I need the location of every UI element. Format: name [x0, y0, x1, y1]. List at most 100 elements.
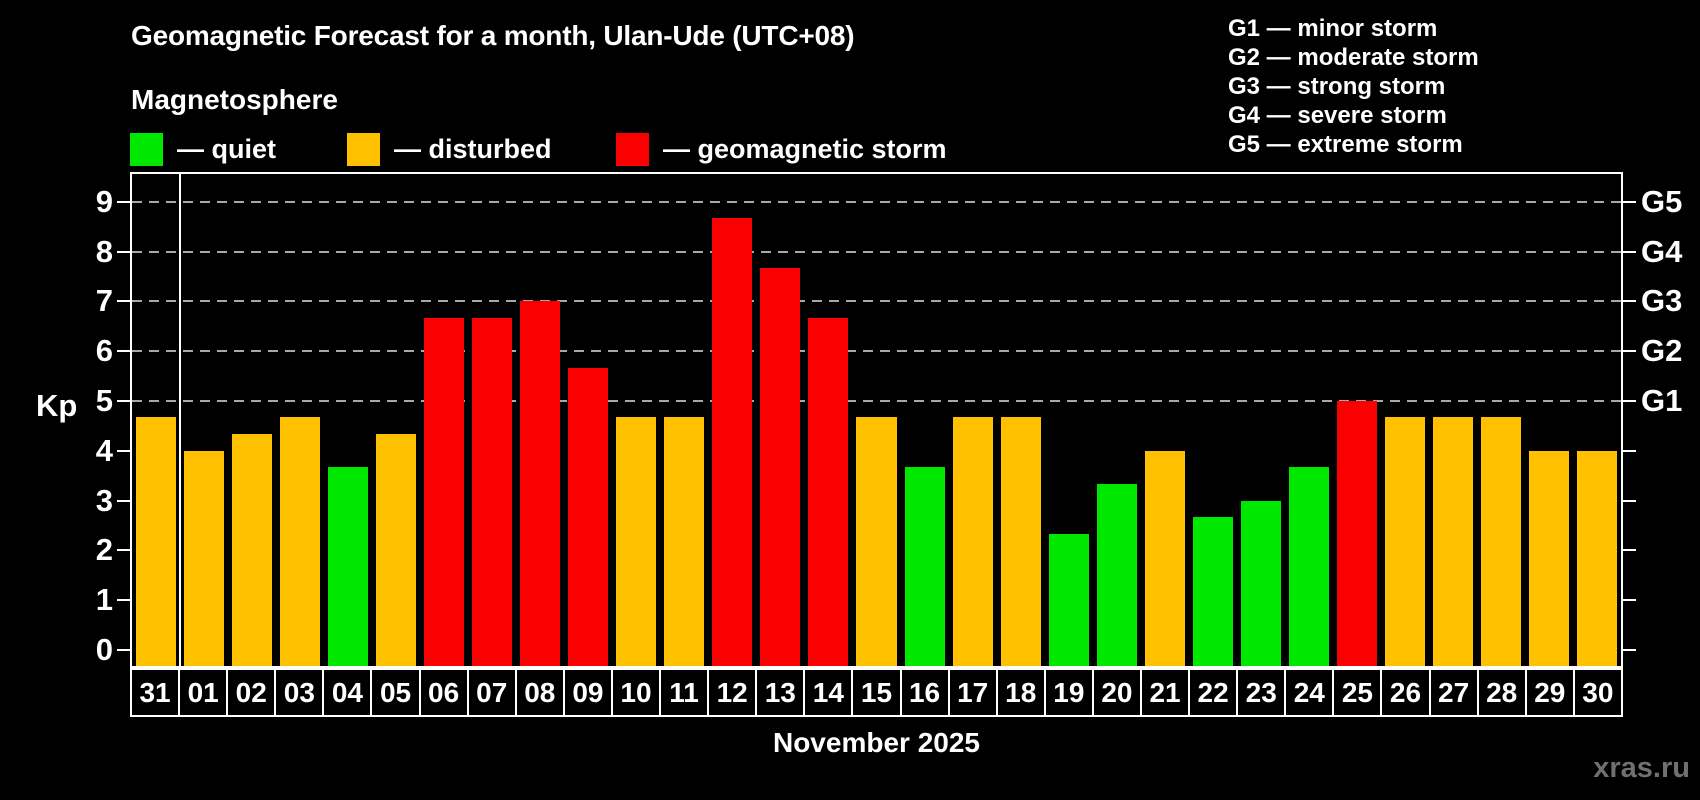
bar-day-11 [664, 417, 705, 666]
y-tick-right-3 [1623, 499, 1636, 502]
legend-label-storm: — geomagnetic storm [663, 133, 947, 164]
day-label-15: 15 [851, 668, 902, 717]
day-label-12: 12 [707, 668, 758, 717]
day-label-19: 19 [1043, 668, 1094, 717]
bar-day-31 [136, 417, 177, 666]
g-label-G5: G5 [1641, 183, 1683, 219]
bar-day-21 [1144, 450, 1185, 666]
day-label-23: 23 [1236, 668, 1287, 717]
day-label-10: 10 [610, 668, 662, 717]
g-label-G4: G4 [1641, 233, 1683, 269]
gridline-kp-5 [132, 400, 1621, 402]
bar-day-25 [1336, 401, 1377, 666]
legend-label-quiet: — quiet [177, 133, 276, 164]
gridline-kp-9 [132, 200, 1621, 203]
bar-day-18 [1000, 417, 1041, 666]
bar-day-30 [1576, 450, 1617, 666]
plot-area [130, 172, 1623, 668]
g-scale-line-1: G1 — minor storm [1228, 15, 1438, 42]
day-label-06: 06 [418, 668, 469, 717]
day-label-31: 31 [130, 668, 181, 717]
bar-day-09 [568, 367, 609, 666]
bar-day-20 [1096, 484, 1137, 666]
gridline-kp-6 [132, 350, 1621, 353]
day-label-11: 11 [659, 668, 710, 717]
day-label-29: 29 [1524, 668, 1575, 717]
bar-day-06 [424, 317, 465, 666]
legend-swatch-storm [616, 132, 649, 166]
day-label-13: 13 [755, 668, 806, 717]
y-tick-label-9: 9 [95, 183, 113, 219]
y-tick-label-2: 2 [95, 532, 113, 568]
y-tick-right-7 [1623, 300, 1636, 303]
day-label-22: 22 [1188, 668, 1239, 717]
bar-day-19 [1048, 533, 1089, 666]
day-label-01: 01 [178, 668, 229, 717]
g-scale-line-5: G5 — extreme storm [1228, 131, 1463, 158]
day-label-28: 28 [1476, 668, 1527, 717]
x-axis-title: November 2025 [772, 727, 980, 758]
bar-day-13 [760, 268, 801, 666]
g-label-G2: G2 [1641, 333, 1683, 369]
y-tick-label-0: 0 [95, 632, 113, 667]
y-tick-label-7: 7 [95, 283, 113, 319]
bar-day-12 [712, 218, 753, 666]
day-label-27: 27 [1428, 668, 1479, 717]
bar-day-29 [1528, 450, 1569, 666]
bar-day-15 [856, 417, 897, 666]
bar-day-07 [472, 317, 513, 666]
day-label-25: 25 [1332, 668, 1383, 717]
day-label-24: 24 [1284, 668, 1335, 717]
bar-day-22 [1192, 517, 1233, 666]
magnetosphere-label: Magnetosphere [131, 84, 338, 115]
bar-day-26 [1384, 417, 1425, 666]
bar-day-04 [328, 467, 369, 666]
y-tick-left-9 [117, 200, 130, 203]
y-tick-right-2 [1623, 549, 1636, 552]
g-scale-line-4: G4 — severe storm [1228, 102, 1447, 129]
y-tick-left-1 [117, 599, 130, 602]
month-separator [179, 174, 182, 666]
y-tick-left-6 [117, 350, 130, 353]
day-label-26: 26 [1380, 668, 1431, 717]
bar-day-08 [520, 301, 561, 666]
y-tick-label-4: 4 [95, 432, 113, 468]
y-tick-left-7 [117, 300, 130, 303]
bar-day-23 [1240, 500, 1281, 666]
day-label-04: 04 [322, 668, 373, 717]
y-tick-label-5: 5 [95, 383, 113, 418]
g-scale-legend: G1 — minor storm G2 — moderate storm G3 — … [1228, 14, 1479, 159]
legend-swatch-disturbed [347, 132, 380, 166]
day-label-30: 30 [1572, 668, 1623, 717]
day-label-09: 09 [562, 668, 613, 717]
y-tick-left-3 [117, 499, 130, 502]
day-label-07: 07 [466, 668, 517, 717]
gridline-kp-8 [132, 250, 1621, 253]
day-label-18: 18 [995, 668, 1046, 717]
legend-item-quiet: — quiet [130, 130, 276, 168]
y-tick-left-2 [117, 549, 130, 552]
legend-swatch-quiet [130, 132, 163, 166]
g-label-G1: G1 [1641, 383, 1683, 418]
bar-day-01 [184, 450, 225, 666]
day-label-03: 03 [274, 668, 325, 717]
bar-day-14 [808, 317, 849, 666]
day-label-20: 20 [1091, 668, 1142, 717]
x-axis-day-labels: 31 01 02 03 04 05 06 07 08 09 10 11 12 13 14 15 16 17 18 19… [130, 668, 1623, 717]
y-tick-label-3: 3 [95, 482, 113, 518]
bar-day-24 [1288, 467, 1329, 666]
y-tick-right-0 [1623, 649, 1636, 651]
watermark: xras.ru [1593, 752, 1690, 784]
y-tick-right-4 [1623, 449, 1636, 452]
y-tick-right-1 [1623, 599, 1636, 602]
day-label-17: 17 [947, 668, 998, 717]
g-scale-line-3: G3 — strong storm [1228, 73, 1446, 100]
bar-day-05 [376, 434, 417, 666]
chart-title: Geomagnetic Forecast for a month, Ulan-U… [131, 20, 855, 51]
day-label-21: 21 [1139, 668, 1191, 717]
gridline-kp-7 [132, 300, 1621, 303]
legend-item-disturbed: — disturbed [347, 130, 552, 168]
y-tick-right-9 [1623, 200, 1636, 203]
g-scale-line-2: G2 — moderate storm [1228, 44, 1479, 71]
